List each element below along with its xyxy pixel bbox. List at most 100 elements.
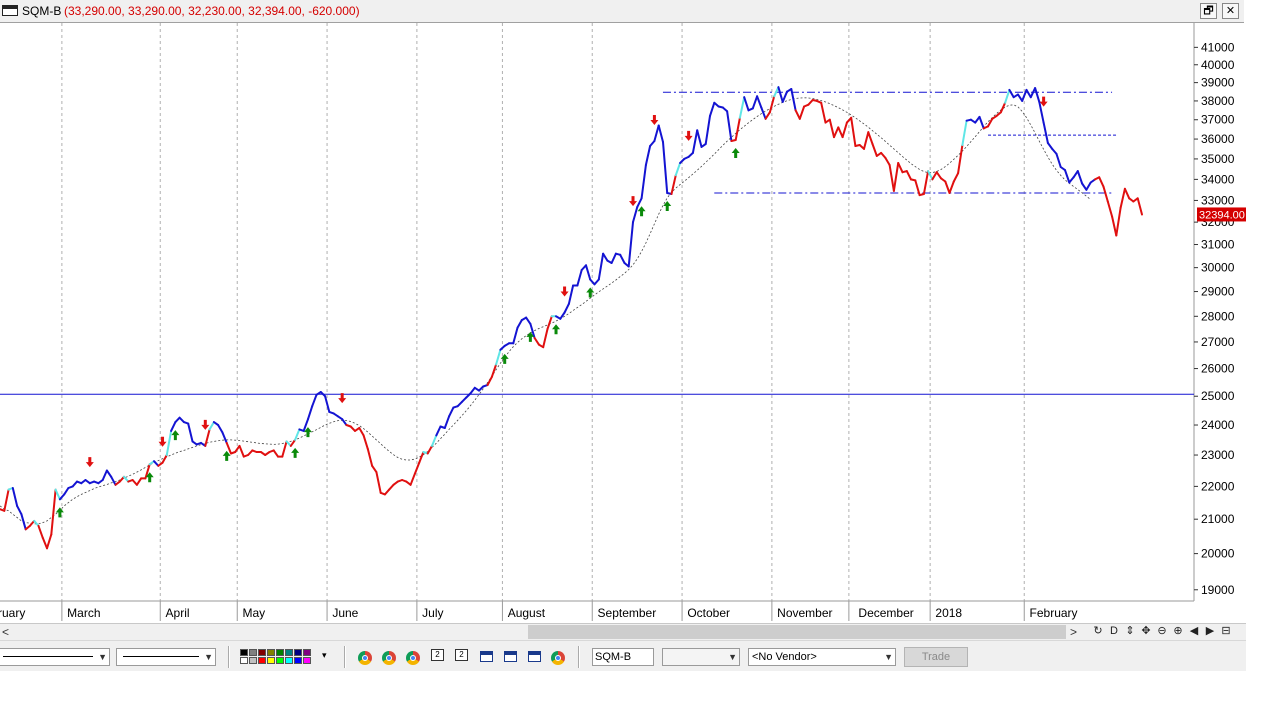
price-chart[interactable]: 19000 20000 21000 22000 23000 24000 25000 26000… xyxy=(0,23,1246,623)
scroll-right-arrow[interactable]: > xyxy=(1070,625,1078,639)
price-segment xyxy=(1111,215,1118,237)
color-swatch[interactable] xyxy=(285,657,293,664)
browser-icon[interactable] xyxy=(551,651,565,665)
daily-icon[interactable]: D xyxy=(1110,625,1118,637)
prev-icon[interactable]: ◀ xyxy=(1189,625,1199,637)
price-segment xyxy=(1046,142,1054,150)
price-segment xyxy=(952,172,960,183)
scroll-left-arrow[interactable]: < xyxy=(2,625,10,639)
price-segment xyxy=(756,95,763,109)
sell-arrow xyxy=(338,393,347,404)
y-tick-label: 30000 xyxy=(1201,261,1235,275)
color-swatch[interactable] xyxy=(249,657,257,664)
buy-arrow xyxy=(303,427,312,438)
color-swatch[interactable] xyxy=(294,649,302,656)
horizontal-scrollbar[interactable]: < > ↻ D ⇕ ✥ ⊖ ⊕ ◀ ▶ ⊟ xyxy=(0,623,1246,640)
line-width-preview xyxy=(123,656,199,657)
price-segment xyxy=(914,179,921,197)
price-segment xyxy=(987,117,994,128)
color-swatch[interactable] xyxy=(267,649,275,656)
y-tick-label: 39000 xyxy=(1201,76,1235,90)
color-swatch[interactable] xyxy=(294,657,302,664)
window-icon[interactable] xyxy=(2,5,18,16)
browser-icon[interactable] xyxy=(406,651,420,665)
price-segment xyxy=(225,441,232,455)
x-tick-label: ruary xyxy=(0,606,25,620)
price-segment xyxy=(110,475,117,486)
price-segment xyxy=(362,434,369,450)
move-icon[interactable]: ✥ xyxy=(1141,625,1151,637)
collapse-icon[interactable]: ⊟ xyxy=(1221,625,1231,637)
price-segment xyxy=(1115,206,1122,237)
price-segment xyxy=(696,129,703,148)
color-swatch[interactable] xyxy=(258,649,266,656)
price-segment xyxy=(841,121,848,139)
price-segment xyxy=(768,95,776,114)
price-segment xyxy=(217,424,224,434)
price-segment xyxy=(833,126,840,139)
color-swatch[interactable] xyxy=(240,657,248,664)
zoom-in-icon[interactable]: ⊕ xyxy=(1173,625,1183,637)
price-segment xyxy=(435,425,442,437)
color-palette[interactable] xyxy=(240,649,320,665)
price-segment xyxy=(512,326,519,345)
price-segment xyxy=(709,101,716,117)
symbol-input[interactable]: SQM-B xyxy=(592,648,654,666)
chart-svg[interactable]: 19000 20000 21000 22000 23000 24000 25000 26000… xyxy=(0,23,1246,623)
trade-button[interactable]: Trade xyxy=(904,647,968,667)
color-swatch[interactable] xyxy=(249,649,257,656)
price-segment xyxy=(153,460,160,467)
price-segment xyxy=(50,488,57,536)
color-swatch[interactable] xyxy=(276,657,284,664)
line-width-select[interactable]: ▼ xyxy=(116,648,216,666)
x-tick-label: April xyxy=(166,606,190,620)
price-segment xyxy=(247,449,254,456)
y-tick-label: 26000 xyxy=(1201,362,1235,376)
color-swatch[interactable] xyxy=(285,649,293,656)
x-tick-label: August xyxy=(508,606,546,620)
x-tick-label: 2018 xyxy=(935,606,962,620)
browser-icon[interactable] xyxy=(382,651,396,665)
window-icon[interactable] xyxy=(504,651,517,662)
color-swatch[interactable] xyxy=(258,657,266,664)
color-swatch[interactable] xyxy=(276,649,284,656)
price-segment xyxy=(837,126,844,139)
price-segment xyxy=(1038,100,1045,124)
price-segment xyxy=(71,480,78,488)
price-segment xyxy=(341,418,348,426)
y-tick-label: 21000 xyxy=(1201,512,1235,526)
close-button[interactable]: ✕ xyxy=(1222,3,1239,19)
scroll-thumb[interactable] xyxy=(528,625,1066,639)
price-segment xyxy=(726,110,733,142)
price-segment xyxy=(944,180,951,194)
line-style-select[interactable]: ▼ xyxy=(0,648,110,666)
price-segment xyxy=(486,375,493,386)
price-segment xyxy=(948,180,955,194)
color-swatch[interactable] xyxy=(303,649,311,656)
document-icon[interactable]: 2 xyxy=(431,649,444,661)
y-tick-label: 34000 xyxy=(1201,172,1235,186)
chevron-down-icon: ▼ xyxy=(98,652,107,662)
color-swatch[interactable] xyxy=(303,657,311,664)
window-titlebar: SQM-B (33,290.00, 33,290.00, 32,230.00, … xyxy=(0,0,1244,23)
next-icon[interactable]: ▶ xyxy=(1205,625,1215,637)
color-swatch[interactable] xyxy=(240,649,248,656)
browser-icon[interactable] xyxy=(358,651,372,665)
vendor-select[interactable]: <No Vendor> ▼ xyxy=(748,648,896,666)
document-icon[interactable]: 2 xyxy=(455,649,468,661)
zoom-out-icon[interactable]: ⊖ xyxy=(1157,625,1167,637)
refresh-icon[interactable]: ↻ xyxy=(1093,625,1103,637)
y-tick-label: 28000 xyxy=(1201,309,1235,323)
color-swatch[interactable] xyxy=(267,657,275,664)
palette-menu-icon[interactable]: ▾ xyxy=(322,650,327,660)
price-segment xyxy=(1076,170,1084,185)
interval-select[interactable]: ▼ xyxy=(662,648,740,666)
x-tick-label: October xyxy=(687,606,730,620)
price-segment xyxy=(375,471,382,494)
window-icon[interactable] xyxy=(528,651,541,662)
price-segment xyxy=(704,114,711,145)
restore-button[interactable]: 🗗 xyxy=(1200,3,1217,19)
window-icon[interactable] xyxy=(480,651,493,662)
price-segment xyxy=(597,252,605,281)
vertical-scale-icon[interactable]: ⇕ xyxy=(1125,625,1135,637)
